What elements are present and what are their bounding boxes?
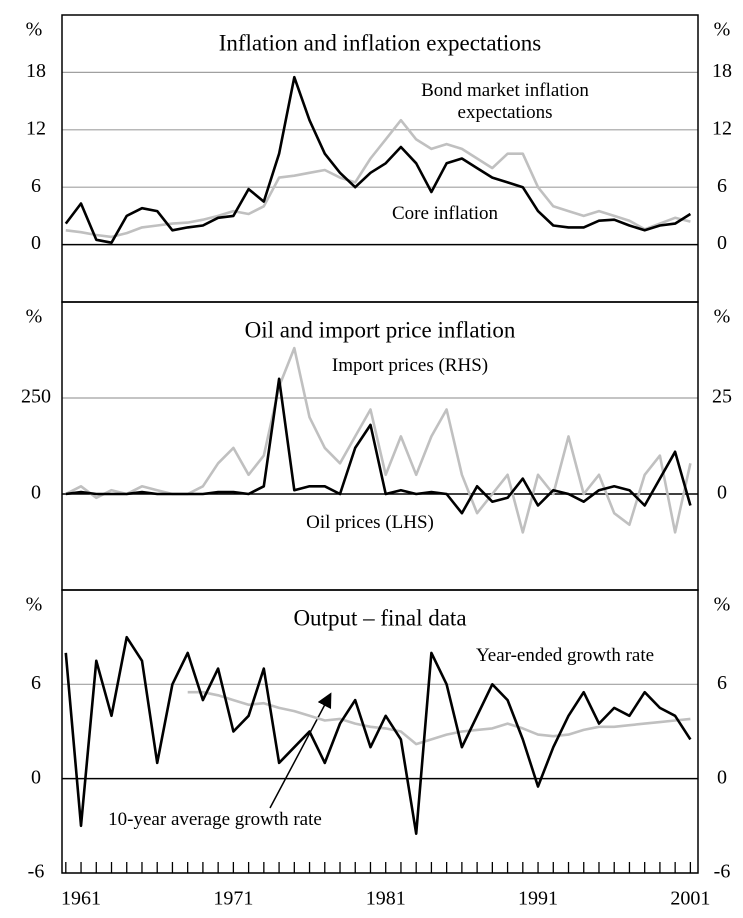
series-label-text: Import prices (RHS): [331, 355, 489, 376]
y2-tick-label: 18: [712, 60, 732, 82]
y-tick-label: 6: [31, 672, 41, 694]
series-label: Bond market inflation expectations: [421, 80, 589, 123]
x-tick-label: 1971: [213, 888, 253, 910]
series-label-text: Year-ended growth rate: [475, 645, 655, 666]
unit-label: %: [714, 594, 731, 616]
y2-tick-label: 6: [717, 175, 727, 197]
y-tick-label: 0: [31, 232, 41, 254]
y-tick-label: 250: [21, 386, 51, 408]
series-line: [64, 75, 692, 244]
series-label-text: Bond market inflation expectations: [421, 80, 589, 123]
y-tick-label: 0: [31, 482, 41, 504]
unit-label: %: [714, 306, 731, 328]
series-label: Year-ended growth rate: [475, 645, 655, 666]
series-label-text: Oil prices (LHS): [306, 512, 434, 533]
y-tick-label: 12: [26, 117, 46, 139]
y2-tick-label: 12: [712, 117, 732, 139]
panel-frame: [61, 589, 699, 874]
series-label: Import prices (RHS): [331, 355, 489, 376]
series-label: 10-year average growth rate: [108, 809, 322, 830]
series-line: [65, 118, 691, 239]
y-tick-label: 6: [31, 175, 41, 197]
panel-title: Output – final data: [293, 605, 466, 630]
annotation-arrow: [269, 692, 332, 809]
y-tick-label: -6: [28, 861, 45, 883]
unit-label: %: [714, 19, 731, 41]
panel-title: Inflation and inflation expectations: [219, 30, 542, 55]
x-tick-label: 2001: [670, 888, 710, 910]
y2-tick-label: 0: [717, 766, 727, 788]
series-line: [65, 377, 692, 515]
unit-label: %: [26, 19, 43, 41]
y-tick-label: 0: [31, 766, 41, 788]
series-line: [187, 690, 691, 746]
series-label: Oil prices (LHS): [306, 512, 434, 533]
unit-label: %: [26, 594, 43, 616]
panel-title: Oil and import price inflation: [245, 317, 516, 342]
y2-tick-label: 6: [717, 672, 727, 694]
series-line: [64, 635, 692, 835]
unit-label: %: [26, 306, 43, 328]
y-tick-label: 18: [26, 60, 46, 82]
y2-tick-label: 25: [712, 386, 732, 408]
y2-tick-label: -6: [714, 861, 731, 883]
series-label-text: 10-year average growth rate: [108, 809, 322, 830]
panel-frame: [61, 14, 699, 303]
series-label-text: Core inflation: [391, 203, 499, 224]
y2-tick-label: 0: [717, 482, 727, 504]
x-tick-label: 1991: [518, 888, 558, 910]
y2-tick-label: 0: [717, 232, 727, 254]
x-tick-label: 1961: [61, 888, 101, 910]
x-tick-label: 1981: [366, 888, 406, 910]
series-label: Core inflation: [391, 203, 499, 224]
